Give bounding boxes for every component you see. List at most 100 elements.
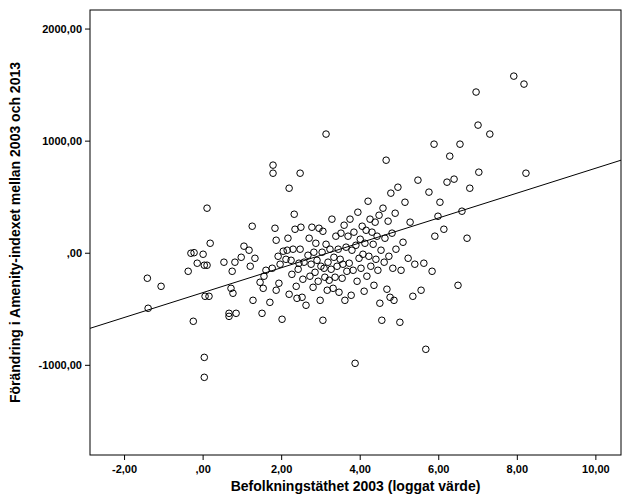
point xyxy=(226,313,233,320)
point xyxy=(437,199,444,206)
x-tick xyxy=(203,455,204,460)
point xyxy=(429,268,436,275)
point xyxy=(299,294,306,301)
point xyxy=(233,310,240,317)
x-tick xyxy=(595,455,596,460)
point xyxy=(204,262,211,269)
point xyxy=(455,282,462,289)
point xyxy=(232,259,239,266)
plot-frame xyxy=(90,10,621,455)
point xyxy=(475,122,482,129)
point xyxy=(426,189,433,196)
point xyxy=(393,246,400,253)
point xyxy=(332,274,339,281)
point xyxy=(457,141,464,148)
point xyxy=(295,266,302,273)
point xyxy=(356,255,363,262)
point xyxy=(341,222,348,229)
point xyxy=(273,237,280,244)
x-tick xyxy=(281,455,282,460)
point xyxy=(370,241,377,248)
y-axis-title: Förändring i Amenity-indexet mellan 2003… xyxy=(7,62,23,403)
point xyxy=(339,275,346,282)
point xyxy=(355,209,362,216)
x-tick-label: ,00 xyxy=(195,463,210,475)
point xyxy=(366,253,373,260)
point xyxy=(286,291,293,298)
point xyxy=(376,212,383,219)
point xyxy=(473,89,480,96)
point xyxy=(336,289,343,296)
point xyxy=(144,275,151,282)
point xyxy=(464,235,471,242)
point xyxy=(418,287,425,294)
point xyxy=(402,199,409,206)
point xyxy=(297,246,304,253)
point xyxy=(351,229,358,236)
point xyxy=(306,235,313,242)
point xyxy=(201,374,208,381)
point xyxy=(368,263,375,270)
point xyxy=(412,261,419,268)
point xyxy=(289,271,296,278)
point xyxy=(300,276,307,283)
background xyxy=(0,0,629,504)
point xyxy=(372,219,379,226)
x-tick-label: -2,00 xyxy=(112,463,137,475)
point xyxy=(446,153,453,160)
point xyxy=(340,261,347,268)
point xyxy=(364,273,371,280)
point xyxy=(309,224,316,231)
point xyxy=(298,224,305,231)
point xyxy=(397,319,404,326)
point xyxy=(384,286,391,293)
point xyxy=(379,317,386,324)
point xyxy=(230,290,237,297)
point xyxy=(257,279,264,286)
point xyxy=(320,228,327,235)
point xyxy=(390,265,397,272)
point xyxy=(383,157,390,164)
point xyxy=(247,263,254,270)
point xyxy=(378,247,385,254)
point xyxy=(279,316,286,323)
point xyxy=(407,219,414,226)
point xyxy=(267,299,274,306)
point xyxy=(338,230,345,237)
point xyxy=(377,300,384,307)
point xyxy=(311,249,318,256)
point xyxy=(350,267,357,274)
point xyxy=(272,225,279,232)
y-tick-label: 1000,00 xyxy=(42,135,82,147)
x-axis-title: Befolkningstäthet 2003 (loggat värde) xyxy=(231,478,481,494)
point xyxy=(206,293,213,300)
point xyxy=(521,81,528,88)
y-tick xyxy=(85,365,90,366)
point xyxy=(487,131,494,138)
y-tick xyxy=(85,29,90,30)
y-tick-label: ,00 xyxy=(67,247,82,259)
point xyxy=(361,288,368,295)
point xyxy=(386,253,393,260)
point xyxy=(312,269,319,276)
point xyxy=(194,260,201,267)
y-tick-label: -1000,00 xyxy=(39,359,82,371)
fit-line xyxy=(90,160,621,328)
point xyxy=(315,278,322,285)
point xyxy=(317,297,324,304)
point xyxy=(207,240,214,247)
point xyxy=(395,184,402,191)
point xyxy=(250,297,257,304)
point xyxy=(348,292,355,299)
point xyxy=(277,261,284,268)
point xyxy=(323,131,330,138)
y-tick xyxy=(85,141,90,142)
point xyxy=(288,257,295,264)
point xyxy=(325,259,332,266)
point xyxy=(290,246,297,253)
point xyxy=(354,278,361,285)
point xyxy=(310,284,317,291)
x-tick-label: 10,00 xyxy=(582,463,610,475)
x-tick-label: 2,00 xyxy=(271,463,292,475)
point xyxy=(385,218,392,225)
